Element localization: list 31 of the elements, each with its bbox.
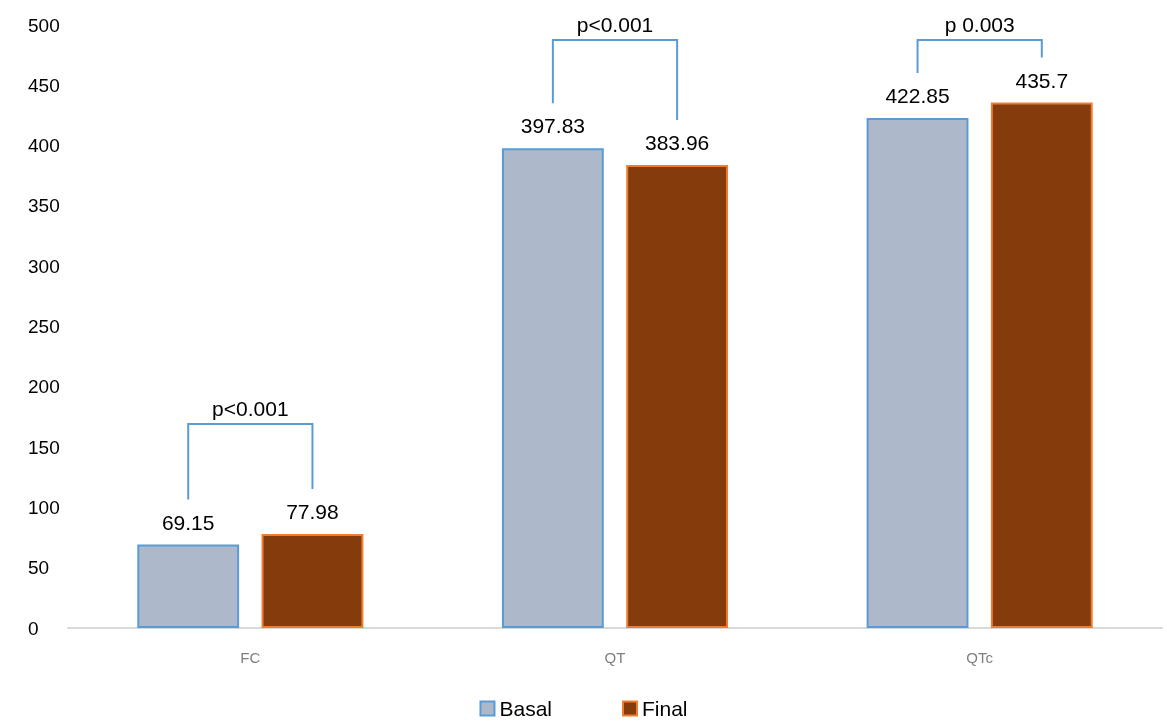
x-tick-label: FC [240,649,261,666]
y-tick-label: 500 [28,14,60,36]
legend-label: Basal [499,697,553,720]
data-label: 69.15 [161,510,215,534]
annotation: p<0.001 [576,13,654,36]
y-tick-label: 400 [28,135,60,157]
bar [501,148,604,628]
y-tick-label: 300 [28,255,60,277]
bar [261,533,364,628]
y-tick-label: 0 [28,617,39,639]
bar [626,164,729,628]
data-label: 383.96 [645,130,710,154]
y-tick-label: 350 [28,195,60,217]
annotation: p 0.003 [944,13,1015,36]
bar [866,118,969,628]
y-tick-label: 150 [28,436,60,458]
x-tick-label: QTc [966,649,994,666]
data-label: 77.98 [286,499,339,523]
y-tick-label: 100 [28,496,60,518]
annotation: p<0.001 [212,396,289,420]
legend-label: Final [642,697,688,720]
y-tick-label: 450 [28,74,60,96]
data-label: 422.85 [885,84,950,108]
y-tick-label: 200 [28,376,60,398]
y-tick-label: 50 [28,557,50,579]
bar [990,102,1093,628]
x-tick-label: QT [604,649,626,666]
data-label: 397.83 [520,114,585,138]
data-label: 435.7 [1015,68,1069,92]
y-tick-label: 250 [28,316,60,337]
bar [137,544,240,628]
